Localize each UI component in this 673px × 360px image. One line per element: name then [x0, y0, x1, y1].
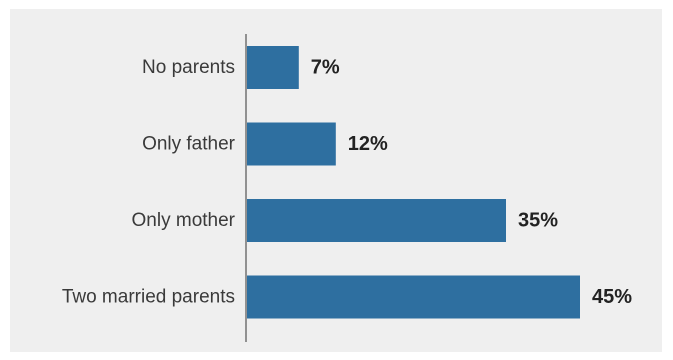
- category-label: No parents: [142, 57, 235, 78]
- value-label: 35%: [518, 210, 558, 232]
- category-label: Only mother: [132, 210, 236, 231]
- category-label: Two married parents: [62, 287, 235, 308]
- bar-3: [247, 275, 580, 319]
- bar-2: [247, 199, 506, 242]
- bar-chart: No parents 7% Only father 12% Only mother 35%…: [62, 34, 632, 342]
- value-label: 12%: [348, 133, 388, 155]
- value-label: 45%: [592, 286, 632, 308]
- bar-0: [247, 46, 299, 89]
- bar-1: [247, 122, 336, 166]
- chart-figure: No parents 7% Only father 12% Only mother 35%…: [10, 9, 662, 352]
- category-label: Only father: [142, 134, 236, 155]
- bars-layer: No parents 7% Only father 12% Only mother 35%…: [62, 46, 632, 319]
- value-label: 7%: [311, 57, 340, 79]
